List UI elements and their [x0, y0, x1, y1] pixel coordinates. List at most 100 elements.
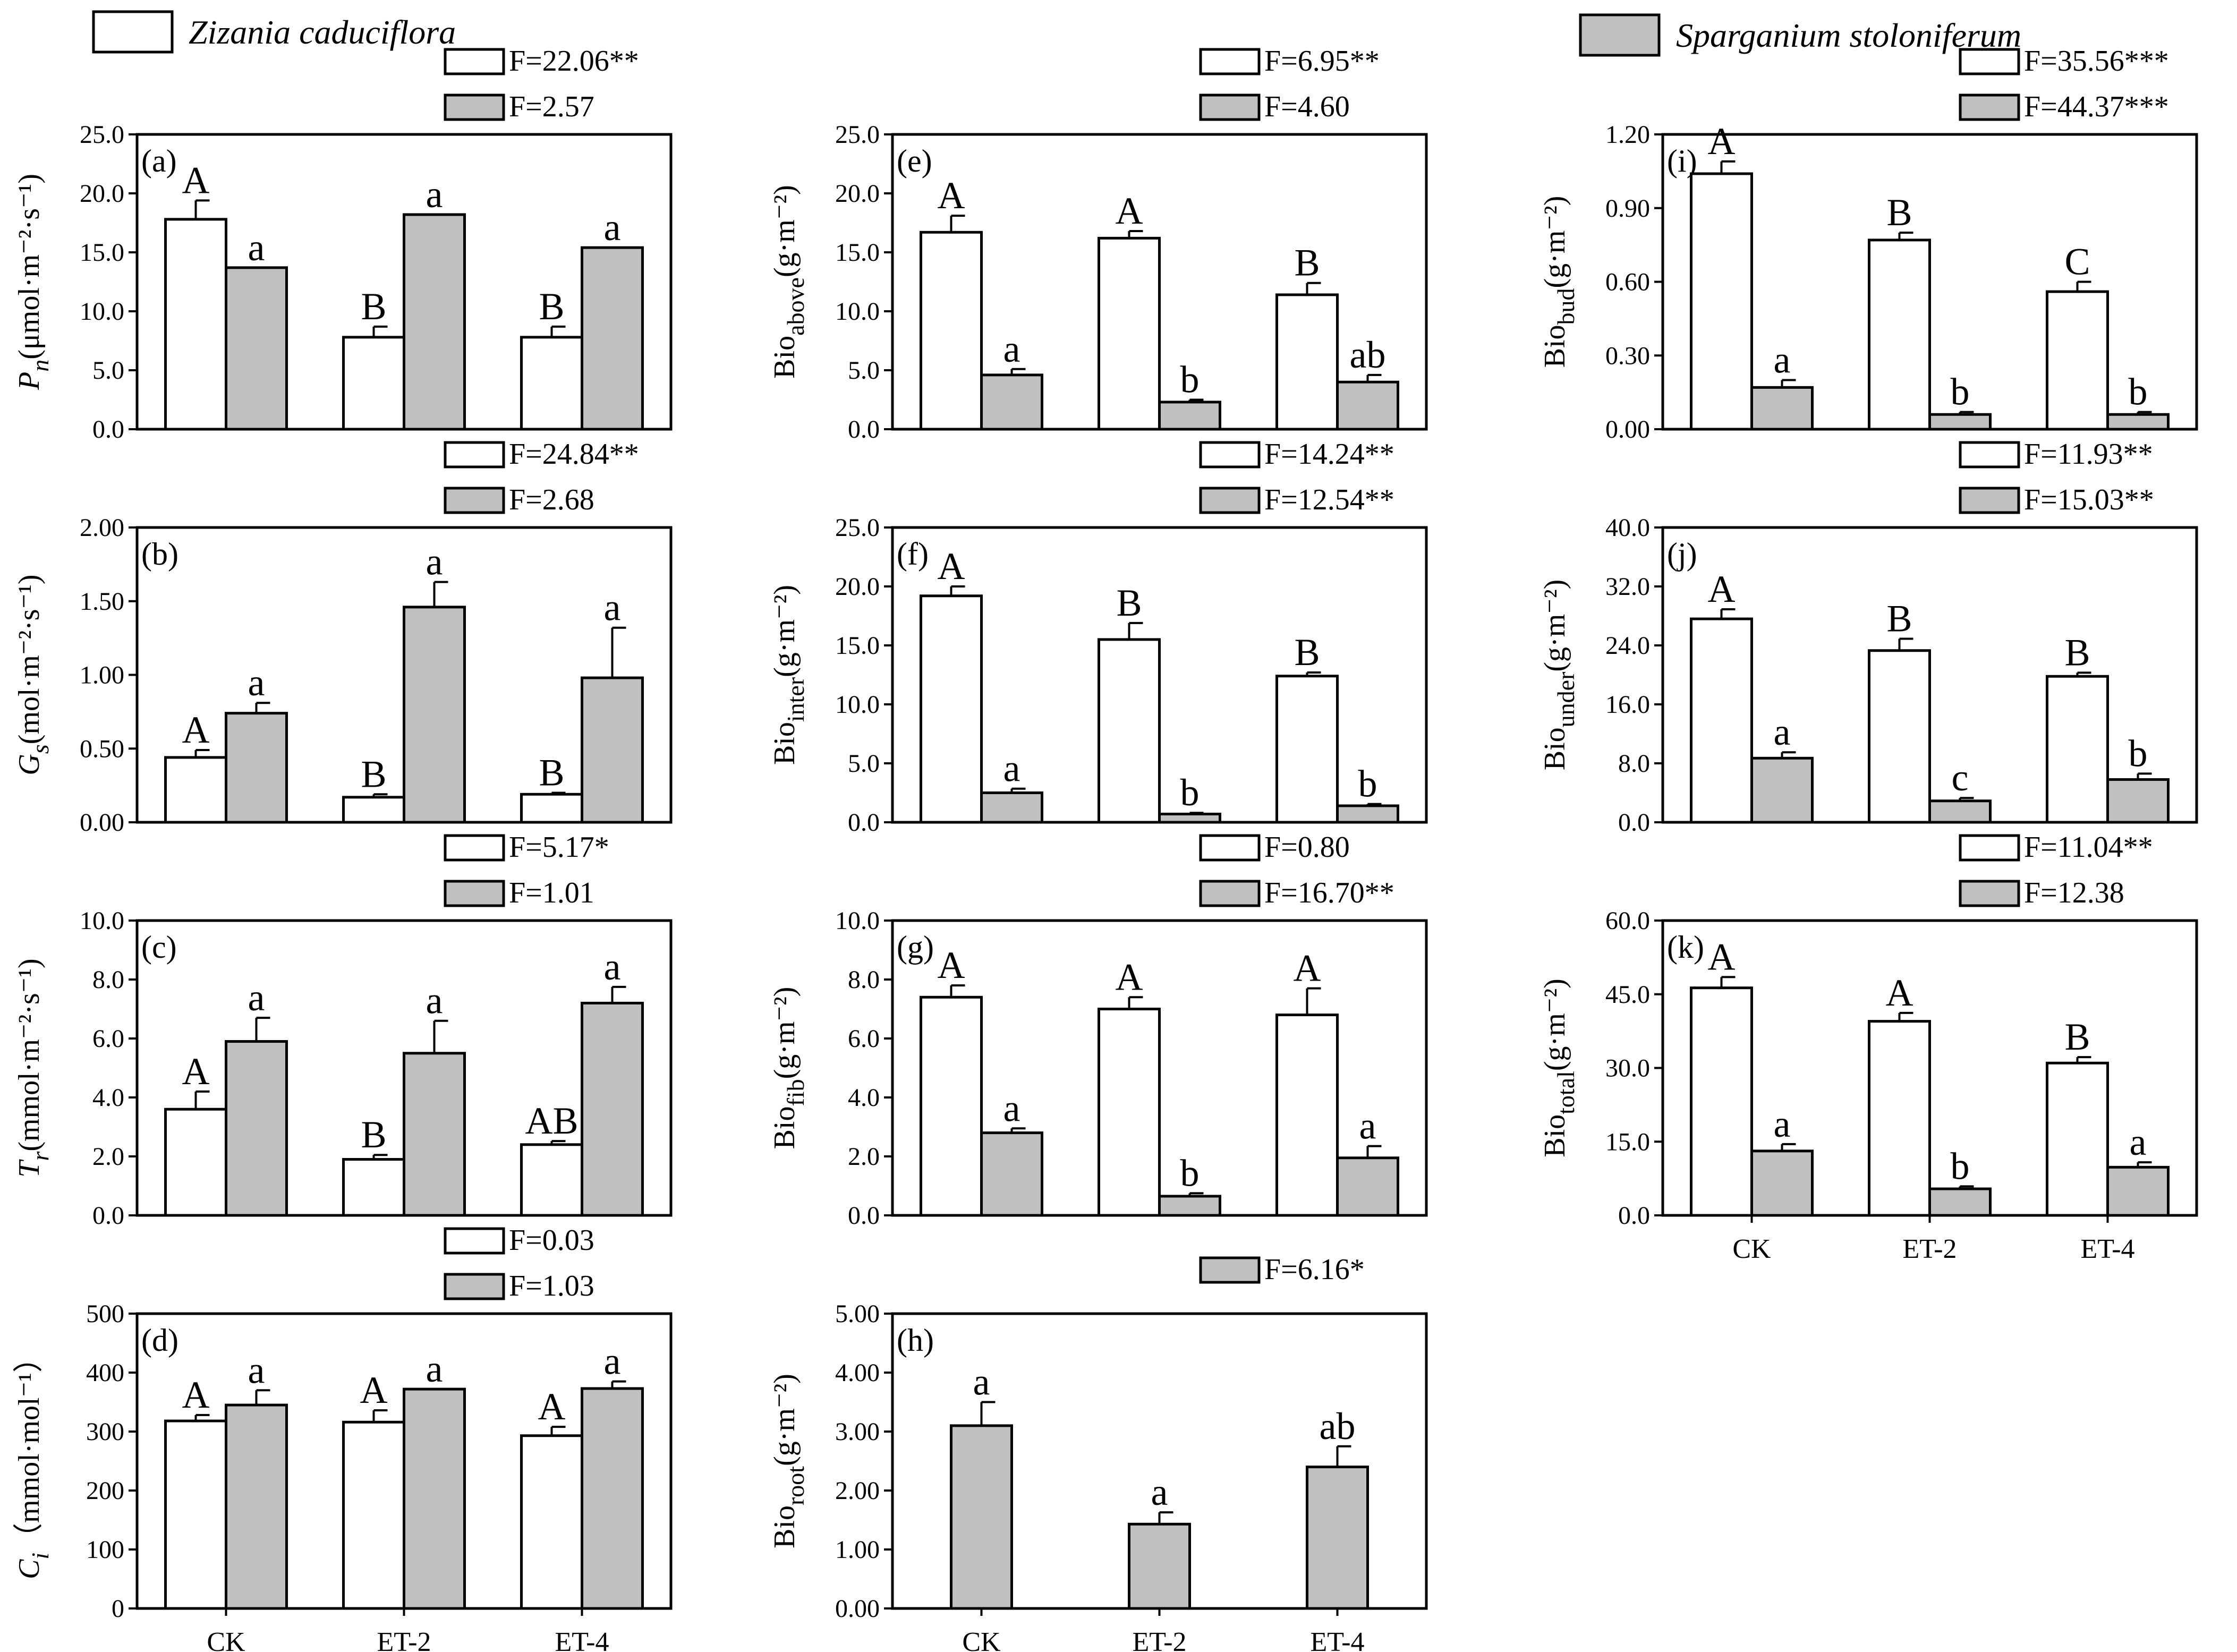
bar-sparganium	[1336, 1156, 1399, 1217]
significance-letter: ab	[1320, 1405, 1356, 1447]
f-legend-swatch	[444, 1273, 505, 1300]
y-tick-label: 6.0	[92, 1025, 124, 1053]
panel-c: 0.0 2.0 4.0 6.0 8.0 10.0 Tr(mmol·m⁻²·s⁻¹) (c) Aa…	[13, 831, 673, 1230]
y-tick-label: 15.0	[80, 239, 124, 267]
bar-zizania	[520, 793, 583, 824]
bar-zizania	[1098, 236, 1161, 431]
y-axis-label-unit: (mol·m⁻²·s⁻¹)	[13, 574, 46, 744]
x-tick-label: ET-2	[1132, 1627, 1186, 1652]
y-axis-label-sub: root	[782, 1466, 809, 1505]
significance-letter: B	[361, 285, 386, 328]
f-statistic: F=24.84**	[509, 438, 639, 471]
bar-zizania	[1098, 1008, 1161, 1217]
y-axis-label-unit: (g·m⁻²)	[768, 987, 801, 1079]
significance-letter: a	[1003, 328, 1020, 370]
significance-letter: B	[539, 285, 564, 328]
significance-letter: A	[1708, 120, 1736, 163]
panel-label: (h)	[897, 1323, 934, 1358]
f-legend-swatch	[444, 834, 505, 862]
y-tick-label: 0.0	[848, 415, 880, 444]
bar-sparganium	[980, 1131, 1043, 1217]
significance-letter: C	[2064, 241, 2090, 283]
y-axis-label-sub: s	[27, 744, 54, 754]
y-tick-label: 25.0	[80, 121, 124, 149]
y-axis-label-main: T	[13, 1159, 46, 1178]
significance-letter: a	[604, 206, 621, 249]
panel-b: 0.00 0.50 1.00 1.50 2.00 Gs(mol·m⁻²·s⁻¹) (b) Aa…	[13, 438, 673, 837]
bar-zizania	[342, 796, 405, 824]
y-tick-label: 10.0	[835, 691, 880, 719]
y-tick-label: 25.0	[835, 121, 880, 149]
panel-d: 0 100 200 300 400 500 Ci（mmol·mol⁻¹） (d) CK Aa ET-…	[13, 1224, 673, 1652]
significance-letter: A	[360, 1369, 388, 1411]
panel-label: (a)	[141, 143, 177, 178]
panel-j: 0.0 8.0 16.0 24.0 32.0 40.0 Biounder(g·m⁻²) (j)…	[1538, 438, 2198, 837]
significance-letter: a	[604, 586, 621, 629]
f-statistic: F=16.70**	[1264, 876, 1394, 909]
bar-sparganium	[980, 791, 1043, 824]
y-axis-label-sub: above	[782, 277, 809, 336]
y-tick-label: 500	[86, 1300, 124, 1328]
y-axis-label: Ci（mmol·mol⁻¹）	[13, 1343, 54, 1579]
bar-zizania	[1690, 986, 1753, 1217]
bar-sparganium	[1928, 413, 1992, 431]
significance-letter: a	[1774, 711, 1791, 753]
panel-label: (j)	[1667, 537, 1697, 572]
bar-zizania	[1690, 172, 1753, 431]
bar-zizania	[520, 1143, 583, 1217]
significance-letter: A	[182, 709, 210, 751]
f-statistic: F=6.16*	[1264, 1253, 1365, 1286]
f-legend-swatch	[1199, 487, 1261, 514]
x-tick-label: ET-4	[2080, 1234, 2134, 1264]
bar-zizania	[342, 1158, 405, 1217]
panel-label: (g)	[897, 930, 934, 965]
bar-zizania	[164, 1419, 227, 1610]
y-axis-label-sub: bud	[1552, 288, 1579, 325]
significance-letter: B	[1886, 191, 1912, 234]
y-tick-label: 1.00	[80, 661, 124, 689]
y-axis-label: Biofib(g·m⁻²)	[768, 987, 809, 1149]
y-tick-label: 4.0	[92, 1084, 124, 1112]
significance-letter: B	[2064, 1016, 2090, 1058]
bar-zizania	[164, 1108, 227, 1217]
bar-zizania	[2046, 290, 2109, 431]
bar-zizania	[2046, 675, 2109, 824]
bar-zizania	[920, 594, 983, 824]
y-axis-label-sub: i	[27, 1553, 54, 1560]
y-tick-label: 1.50	[80, 587, 124, 616]
significance-letter: B	[1886, 598, 1912, 640]
significance-letter: a	[1003, 1087, 1020, 1129]
bar-sparganium	[581, 676, 644, 824]
significance-letter: a	[248, 226, 265, 269]
y-tick-label: 32.0	[1605, 573, 1650, 601]
y-tick-label: 200	[86, 1477, 124, 1505]
bar-sparganium	[581, 1387, 644, 1610]
bar-zizania	[2046, 1061, 2109, 1217]
y-axis-label: Gs(mol·m⁻²·s⁻¹)	[13, 574, 54, 775]
f-legend-swatch	[444, 487, 505, 514]
chart-panels: 0.0 5.0 10.0 15.0 20.0 25.0 Pn(μmol·m⁻²·s⁻¹) (a…	[13, 45, 2198, 1652]
f-statistic: F=44.37***	[2024, 90, 2169, 123]
y-tick-label: 0.0	[1618, 808, 1650, 837]
y-axis-label-unit: （mmol·mol⁻¹）	[13, 1343, 46, 1553]
bar-zizania	[1868, 1020, 1931, 1217]
x-tick-label: CK	[1732, 1234, 1771, 1264]
x-tick-label: CK	[962, 1627, 1001, 1652]
legend-label-sparganium: Sparganium stoloniferum	[1676, 16, 2021, 54]
y-tick-label: 0.00	[835, 1595, 880, 1623]
y-axis-label: Tr(mmol·m⁻²·s⁻¹)	[13, 958, 54, 1177]
panel-e: 0.0 5.0 10.0 15.0 20.0 25.0 Bioabove(g·m⁻²) (e)…	[768, 45, 1428, 444]
x-tick-label: ET-2	[377, 1627, 431, 1652]
x-tick-label: ET-4	[1310, 1627, 1364, 1652]
y-axis-label-unit: (mmol·m⁻²·s⁻¹)	[13, 958, 46, 1151]
bar-zizania	[1868, 649, 1931, 824]
y-tick-label: 20.0	[835, 573, 880, 601]
significance-letter: a	[426, 980, 443, 1022]
bar-zizania	[920, 231, 983, 431]
y-tick-label: 1.20	[1605, 121, 1650, 149]
f-statistic: F=1.01	[509, 876, 594, 909]
bar-zizania	[342, 336, 405, 431]
bar-sparganium	[581, 246, 644, 431]
significance-letter: b	[1951, 1145, 1970, 1187]
significance-letter: A	[938, 174, 965, 217]
